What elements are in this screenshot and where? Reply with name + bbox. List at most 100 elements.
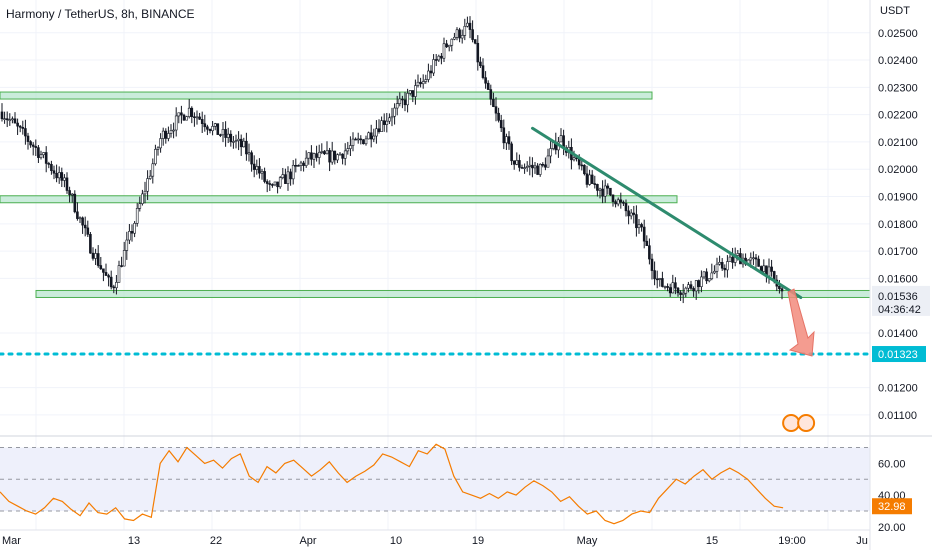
time-tick-label: 19 bbox=[472, 535, 484, 547]
candle-body bbox=[169, 130, 173, 134]
candle-body bbox=[185, 116, 188, 121]
candle-body bbox=[715, 263, 719, 272]
candle-body bbox=[60, 172, 64, 181]
candle-body bbox=[281, 174, 285, 178]
candle-body bbox=[484, 77, 487, 84]
candle-body bbox=[268, 183, 272, 185]
candle-body bbox=[424, 79, 428, 82]
candle-body bbox=[663, 286, 667, 288]
candle-body bbox=[39, 154, 43, 158]
candle-body bbox=[515, 160, 519, 165]
candle-body bbox=[466, 22, 469, 27]
candle-body bbox=[187, 107, 191, 117]
candle-body bbox=[221, 129, 225, 136]
candle-body bbox=[86, 227, 90, 235]
candle-body bbox=[200, 119, 204, 124]
candle-body bbox=[312, 153, 316, 160]
candle-body bbox=[219, 134, 222, 136]
candle-body bbox=[104, 272, 108, 276]
candle-body bbox=[632, 212, 636, 215]
candle-body bbox=[63, 177, 66, 181]
candle-body bbox=[252, 163, 256, 170]
candle-body bbox=[525, 165, 529, 168]
candle-body bbox=[754, 257, 758, 260]
candle-body bbox=[499, 120, 503, 129]
candle-body bbox=[559, 135, 563, 143]
candle-body bbox=[44, 152, 48, 164]
candle-body bbox=[505, 136, 508, 144]
rsi-tick-label: 20.00 bbox=[878, 522, 906, 534]
candle-body bbox=[182, 114, 186, 121]
candle-body bbox=[679, 292, 682, 295]
candle-body bbox=[700, 276, 703, 287]
candle-body bbox=[611, 194, 615, 202]
candle-body bbox=[720, 262, 724, 269]
candle-body bbox=[481, 65, 485, 78]
candle-body bbox=[645, 240, 649, 247]
candle-body bbox=[164, 130, 168, 139]
candle-body bbox=[585, 173, 589, 185]
drawings[interactable] bbox=[0, 126, 872, 432]
price-tick-label: 0.02400 bbox=[878, 55, 918, 67]
candle-body bbox=[76, 211, 79, 219]
candle-body bbox=[180, 112, 183, 116]
candle-body bbox=[260, 171, 264, 174]
candle-body bbox=[523, 167, 526, 169]
candle-body bbox=[190, 107, 194, 117]
candle-body bbox=[8, 119, 12, 122]
candle-body bbox=[338, 153, 342, 156]
candle-body bbox=[130, 231, 134, 234]
candle-body bbox=[427, 70, 430, 80]
support-zone-1 bbox=[0, 91, 653, 100]
candle-body bbox=[226, 133, 230, 138]
candle-body bbox=[489, 89, 493, 100]
candle-body bbox=[224, 129, 227, 138]
candle-body bbox=[328, 150, 331, 163]
candle-body bbox=[89, 234, 92, 254]
candle-body bbox=[419, 81, 422, 85]
candle-body bbox=[146, 178, 149, 192]
rsi-line bbox=[0, 443, 784, 525]
candle-body bbox=[310, 152, 313, 160]
candle-body bbox=[284, 174, 287, 184]
event-marker-icon bbox=[797, 414, 816, 432]
candle-body bbox=[471, 29, 474, 40]
candle-body bbox=[380, 120, 383, 132]
candle-body bbox=[486, 82, 490, 90]
candle-body bbox=[609, 187, 612, 196]
candle-body bbox=[141, 193, 144, 204]
candle-body bbox=[707, 278, 711, 282]
candle-body bbox=[68, 190, 71, 196]
time-tick-label: 13 bbox=[128, 535, 140, 547]
candle-body bbox=[50, 164, 53, 171]
candle-body bbox=[47, 163, 51, 165]
candle-body bbox=[320, 151, 324, 153]
candle-body bbox=[343, 150, 347, 159]
candle-body bbox=[476, 42, 480, 63]
candle-body bbox=[229, 133, 233, 143]
rsi-pane[interactable] bbox=[0, 435, 932, 525]
price-tick-label: 0.01200 bbox=[878, 383, 918, 395]
candle-body bbox=[341, 153, 344, 159]
candle-body bbox=[112, 286, 116, 289]
candle-body bbox=[122, 250, 126, 267]
candle-body bbox=[627, 210, 630, 217]
candle-body bbox=[213, 123, 217, 127]
candle-body bbox=[778, 285, 781, 289]
candle-body bbox=[445, 43, 448, 48]
price-tick-label: 0.01700 bbox=[878, 246, 918, 258]
candle-body bbox=[195, 116, 199, 119]
candle-body bbox=[232, 141, 235, 143]
candle-body bbox=[333, 150, 337, 161]
candle-body bbox=[549, 148, 552, 157]
candle-body bbox=[276, 181, 279, 188]
candle-body bbox=[596, 184, 599, 191]
candle-body bbox=[479, 61, 482, 66]
candle-body bbox=[614, 201, 617, 205]
candle-body bbox=[206, 126, 209, 130]
candle-body bbox=[455, 29, 459, 38]
candle-body bbox=[167, 133, 170, 139]
candle-body bbox=[65, 177, 69, 191]
candle-body bbox=[622, 201, 625, 204]
